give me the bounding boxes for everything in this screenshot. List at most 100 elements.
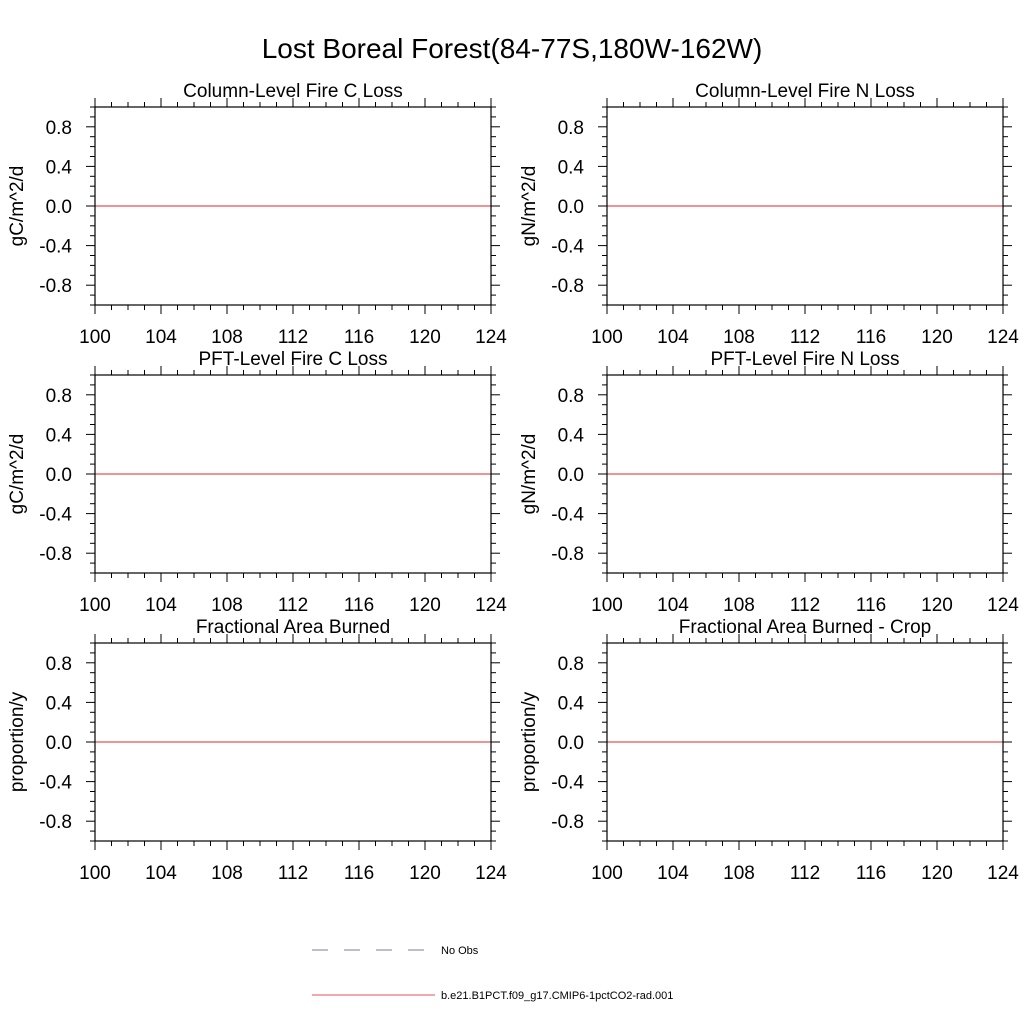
- plot-frame: [94, 374, 492, 574]
- tick-marks: [598, 634, 1012, 850]
- x-tick-label: 100: [591, 863, 623, 884]
- x-tick-label: 124: [475, 595, 507, 616]
- x-tick-label: 100: [591, 595, 623, 616]
- y-tick-label: 0.4: [558, 157, 585, 178]
- y-tick-label: -0.8: [551, 812, 584, 833]
- x-tick-label: 104: [657, 595, 689, 616]
- y-tick-label: 0.4: [46, 693, 73, 714]
- x-tick-label: 116: [856, 327, 886, 348]
- panel-6: Fractional Area Burned - Crop proportion/…: [519, 617, 1019, 884]
- x-tick-label: 120: [409, 327, 441, 348]
- plot-frame: [606, 374, 1004, 574]
- x-tick-label: 116: [856, 595, 886, 616]
- x-tick-label: 112: [790, 327, 820, 348]
- legend-label-1: No Obs: [441, 945, 479, 957]
- tick-marks: [86, 366, 500, 582]
- x-tick-label: 112: [278, 863, 308, 884]
- x-tick-label: 100: [79, 863, 111, 884]
- y-tick-label: 0.8: [46, 118, 72, 139]
- panel-title: PFT-Level Fire C Loss: [199, 349, 388, 370]
- legend: No Obs b.e21.B1PCT.f09_g17.CMIP6-1pctCO2-…: [312, 945, 673, 1002]
- x-tick-label: 104: [657, 863, 689, 884]
- x-tick-label: 104: [145, 863, 177, 884]
- panels: Column-Level Fire C Loss gC/m^2/d 0.8 0.4 0.…: [7, 81, 1019, 884]
- y-tick-label: 0.8: [558, 386, 584, 407]
- y-tick-label: -0.4: [39, 237, 72, 258]
- y-tick-label: 0.4: [46, 157, 73, 178]
- x-tick-label: 124: [475, 863, 507, 884]
- legend-label-2: b.e21.B1PCT.f09_g17.CMIP6-1pctCO2-rad.00…: [441, 990, 673, 1002]
- y-tick-label: -0.8: [551, 276, 584, 297]
- y-tick-label: 0.8: [558, 118, 584, 139]
- tick-marks: [598, 98, 1012, 314]
- y-tick-label: 0.4: [558, 425, 585, 446]
- y-axis-label: gC/m^2/d: [7, 166, 28, 247]
- y-axis-label: gN/m^2/d: [519, 434, 540, 515]
- panel-5: Fractional Area Burned proportion/y 0.8 0.4…: [7, 617, 507, 884]
- y-tick-label: 0.8: [46, 654, 72, 675]
- y-tick-label: -0.8: [39, 276, 72, 297]
- x-tick-label: 112: [278, 595, 308, 616]
- x-tick-label: 108: [723, 595, 755, 616]
- panel-title: Fractional Area Burned: [196, 617, 390, 638]
- y-axis-label: gC/m^2/d: [7, 434, 28, 515]
- tick-marks: [86, 98, 500, 314]
- y-tick-label: 0.0: [558, 197, 584, 218]
- x-tick-label: 116: [344, 327, 374, 348]
- x-tick-label: 120: [921, 327, 953, 348]
- x-tick-label: 100: [79, 595, 111, 616]
- x-tick-label: 108: [723, 863, 755, 884]
- panel-1: Column-Level Fire C Loss gC/m^2/d 0.8 0.4 0.…: [7, 81, 507, 348]
- y-tick-label: -0.4: [551, 505, 584, 526]
- x-tick-label: 116: [344, 595, 374, 616]
- plot-frame: [94, 642, 492, 842]
- y-tick-label: -0.8: [39, 544, 72, 565]
- panel-4: PFT-Level Fire N Loss gN/m^2/d 0.8 0.4 0.0 -0…: [519, 349, 1019, 616]
- x-tick-label: 100: [591, 327, 623, 348]
- y-axis-label: proportion/y: [7, 691, 28, 792]
- x-tick-label: 124: [987, 595, 1019, 616]
- panel-title: Column-Level Fire C Loss: [183, 81, 403, 102]
- x-tick-label: 120: [921, 595, 953, 616]
- y-tick-label: -0.4: [39, 505, 72, 526]
- y-tick-label: 0.0: [558, 733, 584, 754]
- figure-title: Lost Boreal Forest(84-77S,180W-162W): [262, 33, 763, 64]
- y-axis-label: proportion/y: [519, 691, 540, 792]
- y-tick-label: 0.8: [558, 654, 584, 675]
- panel-3: PFT-Level Fire C Loss gC/m^2/d 0.8 0.4 0.0 -0…: [7, 349, 507, 616]
- y-tick-label: -0.8: [39, 812, 72, 833]
- y-tick-label: 0.4: [46, 425, 73, 446]
- x-tick-label: 104: [657, 327, 689, 348]
- y-tick-label: -0.4: [39, 773, 72, 794]
- x-tick-label: 108: [211, 327, 243, 348]
- plot-frame: [94, 106, 492, 306]
- panel-title: PFT-Level Fire N Loss: [711, 349, 900, 370]
- panel-title: Column-Level Fire N Loss: [695, 81, 915, 102]
- x-tick-label: 108: [211, 595, 243, 616]
- x-tick-label: 112: [790, 595, 820, 616]
- x-tick-label: 108: [723, 327, 755, 348]
- y-axis-label: gN/m^2/d: [519, 166, 540, 247]
- x-tick-label: 104: [145, 327, 177, 348]
- y-tick-label: -0.8: [551, 544, 584, 565]
- y-tick-label: -0.4: [551, 237, 584, 258]
- y-tick-label: 0.0: [46, 733, 72, 754]
- x-tick-label: 120: [409, 863, 441, 884]
- x-tick-label: 124: [475, 327, 507, 348]
- x-tick-label: 120: [409, 595, 441, 616]
- x-tick-label: 104: [145, 595, 177, 616]
- x-tick-label: 120: [921, 863, 953, 884]
- x-tick-label: 108: [211, 863, 243, 884]
- y-tick-label: 0.0: [46, 197, 72, 218]
- y-tick-label: 0.8: [46, 386, 72, 407]
- y-tick-label: 0.0: [46, 465, 72, 486]
- x-tick-label: 100: [79, 327, 111, 348]
- x-tick-label: 112: [278, 327, 308, 348]
- plot-frame: [606, 642, 1004, 842]
- plot-frame: [606, 106, 1004, 306]
- tick-marks: [86, 634, 500, 850]
- panel-2: Column-Level Fire N Loss gN/m^2/d 0.8 0.4 0.…: [519, 81, 1019, 348]
- x-tick-label: 116: [856, 863, 886, 884]
- x-tick-label: 112: [790, 863, 820, 884]
